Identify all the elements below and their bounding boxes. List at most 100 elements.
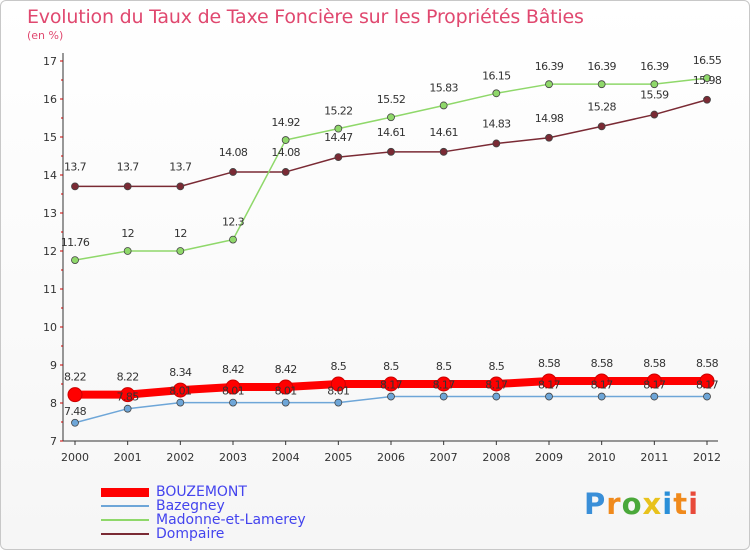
x-tick-label: 2004: [272, 451, 300, 464]
data-point-dompaire: [703, 95, 711, 104]
data-label-bazegney: 8.01: [222, 385, 244, 398]
data-label-madonne-et-lamerey: 12: [174, 227, 187, 240]
data-label-dompaire: 13.7: [169, 160, 192, 173]
data-label-madonne-et-lamerey: 11.76: [61, 236, 90, 249]
data-point-dompaire: [492, 139, 501, 148]
data-point-bouzemont: [594, 373, 610, 389]
data-label-bazegney: 8.17: [643, 379, 666, 392]
data-point-bazegney: [387, 392, 395, 401]
legend-item-dompaire[interactable]: Dompaire: [101, 527, 306, 541]
data-label-madonne-et-lamerey: 16.15: [482, 69, 511, 82]
data-label-bouzemont: 8.22: [117, 371, 139, 384]
data-label-madonne-et-lamerey: 12.3: [222, 216, 245, 229]
data-label-bouzemont: 8.42: [222, 363, 244, 376]
legend-swatch-bouzemont: [101, 487, 149, 497]
data-point-madonne-et-lamerey: [71, 256, 79, 265]
data-label-dompaire: 15.28: [587, 100, 616, 113]
data-point-dompaire: [650, 110, 659, 119]
data-point-bazegney: [176, 398, 185, 407]
data-point-bazegney: [71, 418, 79, 427]
data-point-madonne-et-lamerey: [281, 136, 290, 144]
legend-item-bouzemont[interactable]: BOUZEMONT: [101, 485, 306, 499]
data-label-dompaire: 15.59: [640, 89, 669, 102]
data-point-bazegney: [281, 398, 290, 407]
data-label-dompaire: 14.47: [324, 131, 353, 144]
data-point-bouzemont: [383, 376, 399, 392]
x-tick-label: 2000: [61, 451, 89, 464]
data-label-bazegney: 8.17: [696, 379, 719, 392]
data-point-dompaire: [545, 133, 553, 142]
data-point-dompaire: [123, 182, 132, 191]
data-point-madonne-et-lamerey: [176, 247, 185, 255]
x-tick-label: 2011: [640, 451, 668, 464]
data-label-bazegney: 7.48: [64, 405, 87, 418]
data-point-bazegney: [334, 398, 343, 407]
data-point-bouzemont: [488, 376, 504, 392]
data-point-madonne-et-lamerey: [334, 124, 343, 133]
y-tick-label: 13: [43, 207, 57, 220]
legend-label-bazegney: Bazegney: [156, 498, 225, 514]
data-label-bazegney: 8.17: [591, 379, 614, 392]
data-label-bouzemont: 8.22: [64, 371, 86, 384]
data-label-madonne-et-lamerey: 15.52: [377, 93, 406, 106]
logo-letter: t: [673, 487, 689, 521]
data-point-madonne-et-lamerey: [439, 101, 448, 110]
data-point-madonne-et-lamerey: [123, 247, 132, 255]
data-label-madonne-et-lamerey: 16.39: [587, 60, 616, 73]
data-label-madonne-et-lamerey: 16.55: [693, 54, 722, 67]
y-tick-label: 16: [43, 93, 57, 106]
data-label-bazegney: 8.17: [485, 379, 508, 392]
data-point-bazegney: [123, 404, 132, 413]
y-tick-label: 8: [50, 397, 57, 410]
data-label-bouzemont: 8.58: [591, 357, 614, 370]
data-point-madonne-et-lamerey: [650, 80, 659, 89]
x-tick-label: 2002: [166, 451, 194, 464]
data-point-dompaire: [387, 147, 395, 156]
series-line-bazegney: [74, 395, 707, 424]
data-label-dompaire: 14.83: [482, 117, 511, 130]
data-label-dompaire: 13.7: [64, 160, 87, 173]
legend-label-dompaire: Dompaire: [156, 526, 225, 542]
data-point-bouzemont: [541, 373, 557, 389]
x-tick-label: 2003: [219, 451, 247, 464]
x-tick-label: 2007: [430, 451, 458, 464]
x-tick-label: 2010: [588, 451, 616, 464]
data-label-dompaire: 15.98: [693, 74, 722, 87]
data-label-bouzemont: 8.5: [330, 360, 346, 373]
data-point-bazegney: [229, 398, 237, 407]
data-label-madonne-et-lamerey: 15.22: [324, 105, 353, 118]
data-label-madonne-et-lamerey: 12: [121, 227, 134, 240]
data-label-bazegney: 8.01: [169, 385, 191, 398]
data-label-bazegney: 8.01: [327, 385, 349, 398]
data-point-madonne-et-lamerey: [229, 235, 237, 244]
data-label-bouzemont: 8.5: [488, 360, 504, 373]
logo-letter: o: [621, 487, 643, 521]
y-tick-label: 7: [50, 435, 57, 448]
data-label-bouzemont: 8.5: [436, 360, 452, 373]
data-point-madonne-et-lamerey: [387, 113, 395, 122]
data-point-bouzemont: [225, 379, 241, 395]
data-label-madonne-et-lamerey: 16.39: [535, 60, 564, 73]
data-point-bouzemont: [646, 373, 662, 389]
x-tick-label: 2009: [535, 451, 563, 464]
data-label-bouzemont: 8.58: [538, 357, 561, 370]
data-point-madonne-et-lamerey: [492, 89, 501, 98]
data-label-bouzemont: 8.58: [696, 357, 719, 370]
data-label-bazegney: 8.17: [433, 379, 456, 392]
data-point-bouzemont: [120, 387, 136, 403]
data-point-bazegney: [703, 392, 711, 401]
data-point-dompaire: [334, 153, 343, 162]
chart-title: Evolution du Taux de Taxe Foncière sur l…: [27, 6, 584, 28]
legend-item-bazegney[interactable]: Bazegney: [101, 499, 306, 513]
data-label-dompaire: 14.61: [429, 126, 458, 139]
data-label-madonne-et-lamerey: 15.83: [429, 81, 458, 94]
legend-item-madonne-et-lamerey[interactable]: Madonne-et-Lamerey: [101, 513, 306, 527]
data-label-dompaire: 14.08: [219, 146, 248, 159]
data-label-bazegney: 8.17: [538, 379, 561, 392]
x-tick-label: 2008: [482, 451, 510, 464]
data-point-bazegney: [439, 392, 448, 401]
data-point-dompaire: [229, 168, 237, 176]
data-point-bouzemont: [330, 376, 346, 392]
y-tick-label: 9: [50, 359, 57, 372]
